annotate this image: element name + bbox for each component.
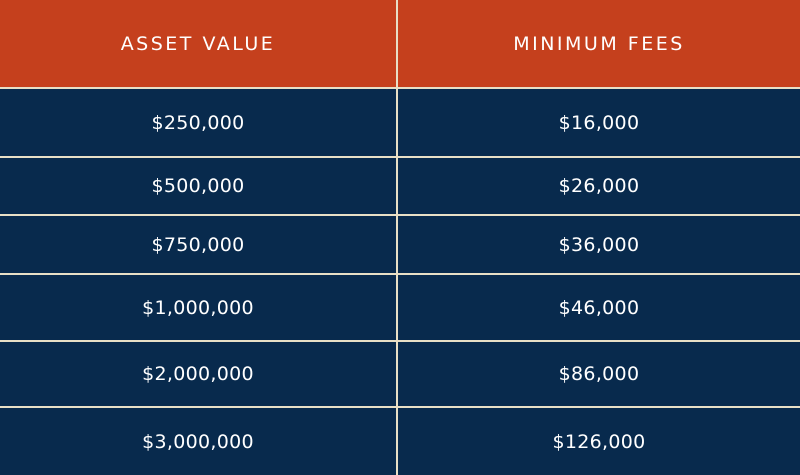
minimum-fee-cell: $46,000 [398, 275, 800, 340]
minimum-fee-cell: $86,000 [398, 342, 800, 406]
header-asset-value: ASSET VALUE [0, 0, 396, 87]
asset-value-cell: $3,000,000 [0, 408, 396, 475]
table-row: $750,000 $36,000 [0, 216, 800, 273]
minimum-fee-cell: $16,000 [398, 89, 800, 156]
table-row: $2,000,000 $86,000 [0, 342, 800, 406]
asset-value-cell: $1,000,000 [0, 275, 396, 340]
minimum-fee-cell: $126,000 [398, 408, 800, 475]
minimum-fee-cell: $26,000 [398, 158, 800, 214]
asset-value-cell: $2,000,000 [0, 342, 396, 406]
header-minimum-fees: MINIMUM FEES [398, 0, 800, 87]
asset-value-cell: $250,000 [0, 89, 396, 156]
table-row: $1,000,000 $46,000 [0, 275, 800, 340]
minimum-fee-cell: $36,000 [398, 216, 800, 273]
table-row: $250,000 $16,000 [0, 89, 800, 156]
table-row: $3,000,000 $126,000 [0, 408, 800, 475]
table-row: $500,000 $26,000 [0, 158, 800, 214]
asset-value-cell: $500,000 [0, 158, 396, 214]
asset-value-cell: $750,000 [0, 216, 396, 273]
table-header-row: ASSET VALUE MINIMUM FEES [0, 0, 800, 87]
